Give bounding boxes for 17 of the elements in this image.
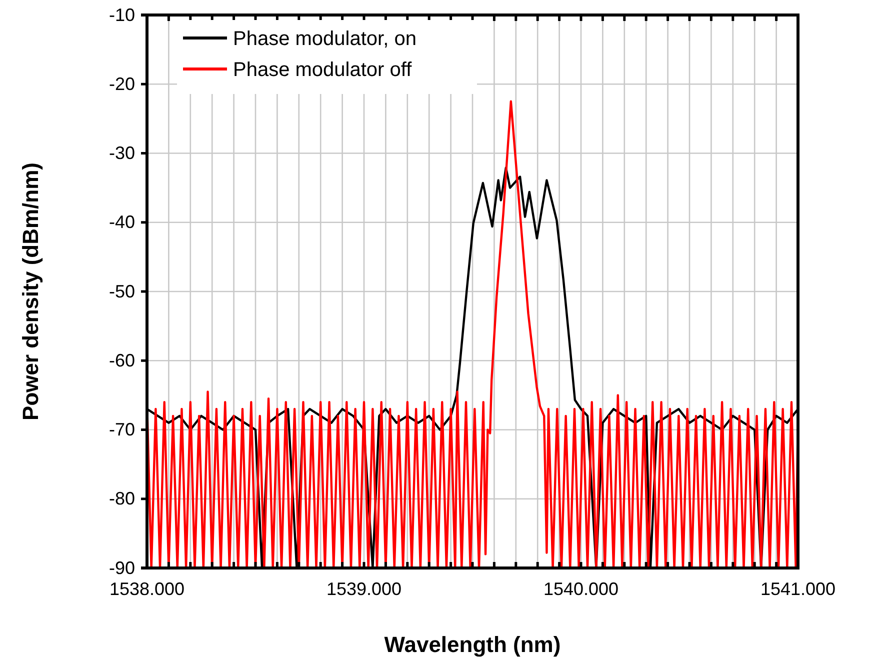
y-tick-label: -70 (108, 420, 135, 440)
y-tick-label: -20 (108, 74, 135, 94)
y-tick-label: -60 (108, 350, 135, 370)
x-tick-label: 1540.000 (543, 578, 619, 599)
x-tick-label: 1539.000 (326, 578, 402, 599)
x-tick-label: 1541.000 (760, 578, 836, 599)
y-tick-label: -80 (108, 488, 135, 509)
x-tick-label: 1538.000 (109, 578, 185, 599)
x-axis-title: Wavelength (nm) (384, 632, 561, 657)
legend-label: Phase modulator, on (233, 28, 416, 50)
y-axis-title: Power density (dBm/nm) (18, 162, 43, 420)
y-tick-label: -90 (108, 558, 135, 578)
y-tick-label: -40 (108, 212, 135, 232)
y-tick-label: -50 (108, 281, 135, 302)
y-tick-label: -10 (108, 4, 135, 25)
legend-label: Phase modulator off (233, 59, 412, 81)
y-tick-label: -30 (108, 143, 135, 164)
